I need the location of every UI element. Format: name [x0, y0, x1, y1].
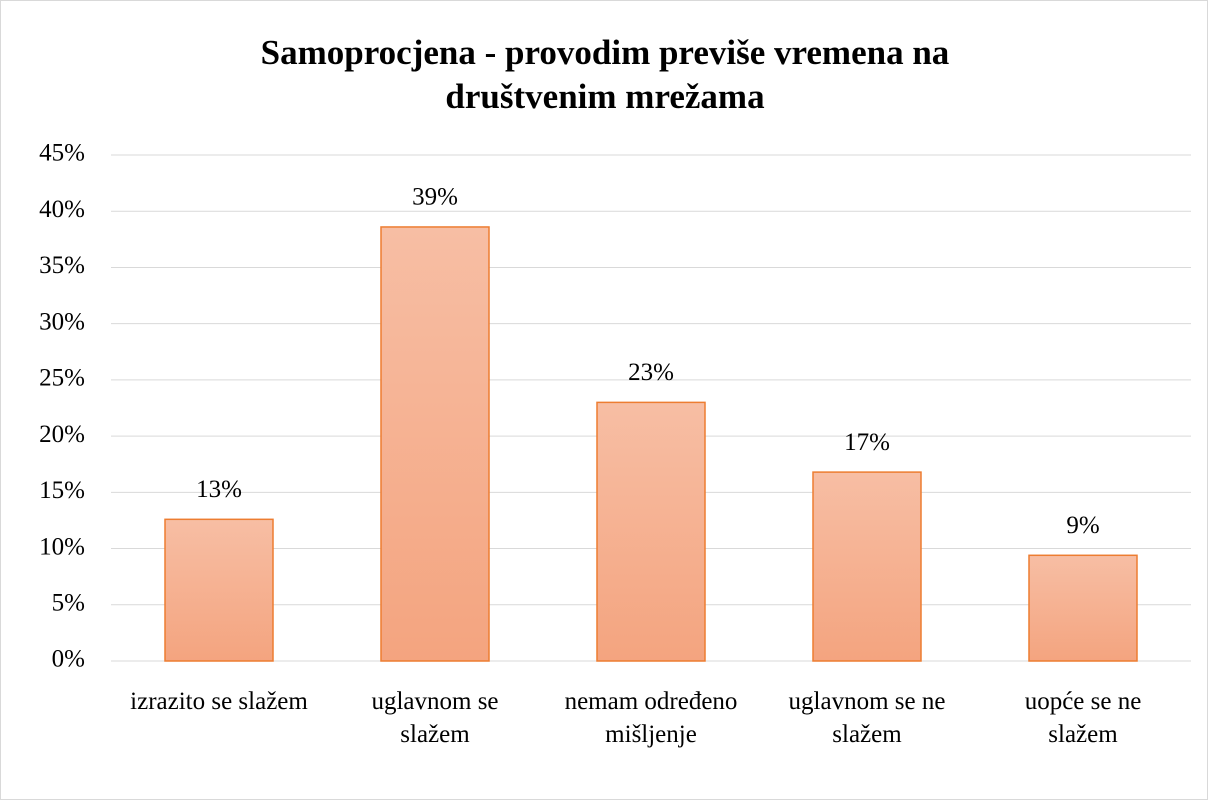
bar [596, 401, 706, 662]
y-tick-label: 0% [52, 646, 85, 673]
y-tick-label: 45% [39, 140, 85, 167]
bar [812, 471, 922, 662]
x-tick-label: nemam određeno mišljenje [564, 688, 738, 748]
x-tick-label: uopće se ne slažem [1024, 688, 1142, 748]
bar [380, 226, 490, 662]
y-tick-label: 35% [39, 252, 85, 279]
chart-title: Samoprocjena - provodim previše vremena … [260, 33, 950, 116]
data-label: 39% [412, 184, 458, 211]
y-tick-label: 10% [39, 533, 85, 560]
data-label: 13% [196, 476, 242, 503]
y-tick-label: 25% [39, 365, 85, 392]
data-label: 17% [844, 429, 890, 456]
bar [1028, 554, 1138, 662]
x-tick-label: uglavnom se ne slažem [788, 688, 946, 748]
y-tick-label: 40% [39, 196, 85, 223]
data-label: 9% [1066, 512, 1099, 539]
x-tick-label: uglavnom se slažem [371, 688, 499, 748]
y-tick-label: 5% [52, 590, 85, 617]
x-tick-label: izrazito se slažem [130, 688, 308, 715]
y-tick-label: 30% [39, 308, 85, 335]
data-label: 23% [628, 359, 674, 386]
bar [164, 518, 274, 662]
y-tick-label: 15% [39, 477, 85, 504]
y-tick-label: 20% [39, 421, 85, 448]
